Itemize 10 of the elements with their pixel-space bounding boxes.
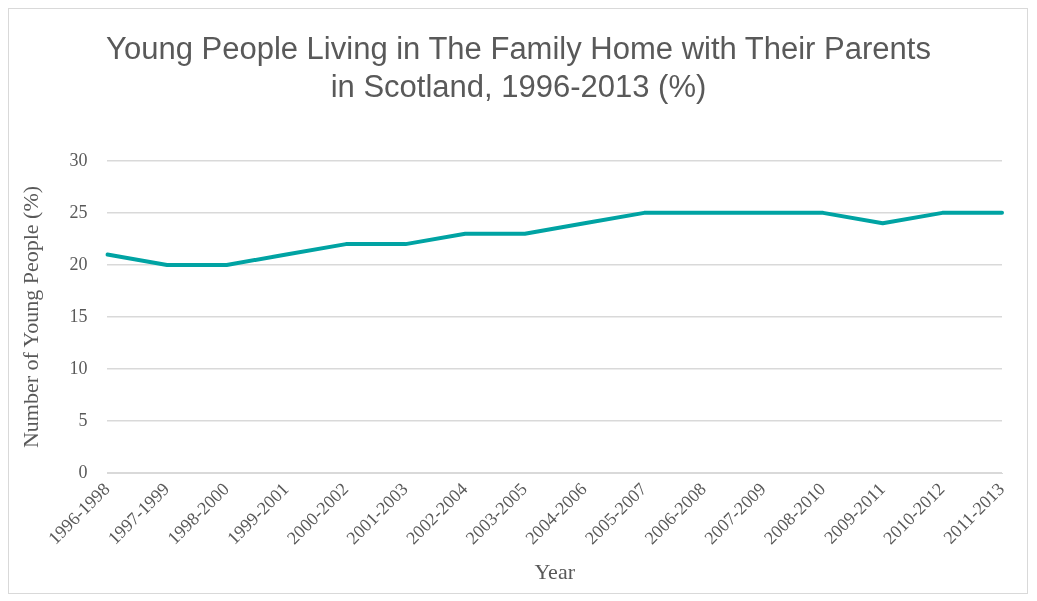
y-tick-label: 30 (69, 149, 88, 170)
y-axis-title: Number of Young People (%) (17, 185, 43, 449)
x-axis-title: Year (534, 558, 576, 584)
chart-title: Young People Living in The Family Home with Their Parents in Scotland, 1996-2013 (%) (105, 30, 932, 106)
y-tick-label: 20 (69, 253, 88, 274)
y-tick-label: 25 (69, 201, 88, 222)
y-tick-label: 0 (78, 461, 88, 482)
y-tick-label: 10 (69, 357, 88, 378)
y-tick-label: 15 (69, 305, 88, 326)
y-tick-label: 5 (78, 409, 88, 430)
